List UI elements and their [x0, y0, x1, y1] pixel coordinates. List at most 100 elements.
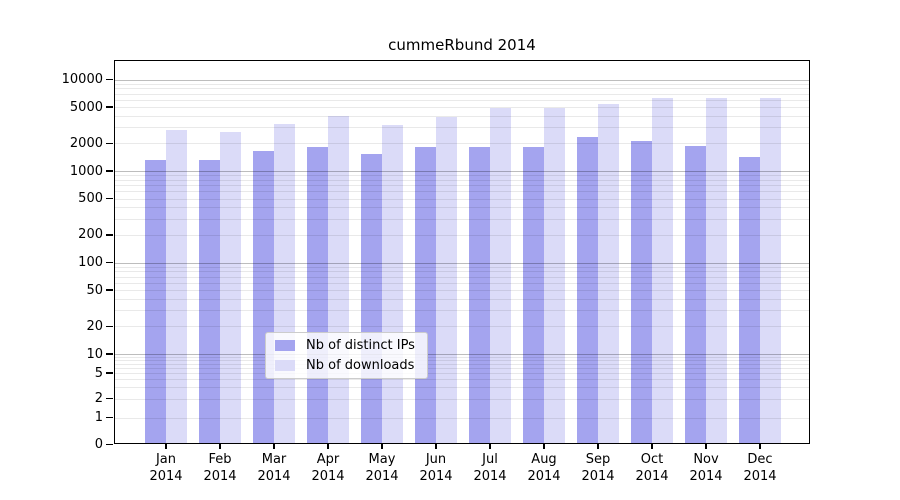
- x-tick-label-line: 2014: [149, 469, 183, 484]
- bar-downloads-apr: [328, 115, 349, 443]
- bar-distinct-ips-dec: [739, 156, 760, 443]
- x-tick-label-line: 2014: [257, 469, 291, 484]
- bar-downloads-jun: [436, 116, 457, 443]
- x-tick-label-line: Mar: [261, 452, 287, 467]
- x-tick-label-line: 2014: [689, 469, 723, 484]
- y-tick-label: 50: [86, 282, 103, 298]
- x-tick-label-line: Jul: [482, 452, 498, 467]
- x-tick-label-line: Nov: [693, 452, 719, 467]
- x-tick-label-line: May: [368, 452, 396, 467]
- bar-distinct-ips-may: [361, 153, 382, 443]
- x-tick-label: Jul 2014: [460, 451, 520, 485]
- x-tick: [543, 443, 545, 449]
- x-tick-label-line: 2014: [203, 469, 237, 484]
- x-tick-label-line: Jan: [155, 452, 177, 467]
- bar-downloads-feb: [220, 131, 241, 443]
- y-tick-label: 500: [78, 191, 103, 207]
- y-tick-label: 1000: [69, 163, 103, 179]
- chart-title: cummeRbund 2014: [388, 36, 536, 54]
- x-tick-label: Aug 2014: [514, 451, 574, 485]
- x-tick-label-line: 2014: [473, 469, 507, 484]
- y-tick: [106, 416, 114, 419]
- x-tick-label-line: 2014: [581, 469, 615, 484]
- bar-distinct-ips-jan: [145, 159, 166, 443]
- x-tick: [381, 443, 383, 449]
- x-tick-label: Nov 2014: [676, 451, 736, 485]
- legend-swatch-downloads: [275, 360, 295, 371]
- x-tick: [435, 443, 437, 449]
- bar-distinct-ips-feb: [199, 159, 220, 443]
- x-tick-label: Oct 2014: [622, 451, 682, 485]
- legend-label-downloads: Nb of downloads: [306, 358, 415, 373]
- x-tick-label-line: Jun: [425, 452, 447, 467]
- bar-distinct-ips-jun: [415, 147, 436, 443]
- x-tick: [597, 443, 599, 449]
- y-tick: [106, 170, 114, 172]
- bar-distinct-ips-aug: [523, 147, 544, 443]
- legend-swatch-distinct-ips: [275, 340, 295, 351]
- bar-downloads-aug: [544, 108, 565, 443]
- y-tick: [106, 325, 114, 328]
- bar-downloads-dec: [760, 97, 781, 443]
- y-tick-label: 5: [94, 365, 103, 381]
- legend-label-distinct-ips: Nb of distinct IPs: [306, 338, 415, 353]
- x-tick-label-line: 2014: [635, 469, 669, 484]
- bar-downloads-may: [382, 124, 403, 443]
- y-tick-label: 1: [94, 410, 103, 426]
- x-tick: [273, 443, 275, 449]
- y-tick: [106, 372, 114, 374]
- bar-distinct-ips-oct: [631, 140, 652, 443]
- y-tick: [106, 289, 114, 291]
- x-tick-label: Jun 2014: [406, 451, 466, 485]
- gridline-minor: [115, 83, 809, 85]
- x-tick: [705, 443, 707, 449]
- x-tick-label: Apr 2014: [298, 451, 358, 485]
- y-tick-label: 5000: [69, 99, 103, 115]
- y-tick: [106, 234, 114, 236]
- y-tick-label: 0: [94, 437, 103, 452]
- x-tick-label: Sep 2014: [568, 451, 628, 485]
- x-tick-label-line: Aug: [531, 452, 557, 467]
- x-tick-label-line: Oct: [640, 452, 664, 467]
- y-tick: [106, 261, 114, 264]
- x-tick-label-line: Apr: [316, 452, 340, 467]
- y-tick-label: 20: [86, 318, 103, 334]
- bar-distinct-ips-apr: [307, 147, 328, 443]
- bar-downloads-jan: [166, 129, 187, 443]
- bar-distinct-ips-sep: [577, 137, 598, 443]
- y-tick: [106, 197, 114, 200]
- y-tick-label: 2: [94, 391, 103, 407]
- y-tick: [106, 106, 114, 108]
- x-tick-label-line: Sep: [585, 452, 611, 467]
- gridline-minor: [115, 127, 809, 129]
- y-tick-label: 100: [78, 255, 103, 270]
- x-tick: [489, 443, 491, 449]
- y-tick-label: 10000: [61, 72, 103, 87]
- gridline-minor: [115, 93, 809, 95]
- y-tick: [106, 353, 114, 355]
- bar-downloads-oct: [652, 98, 673, 443]
- x-tick-label-line: 2014: [365, 469, 399, 484]
- gridline-minor: [115, 99, 809, 101]
- bar-distinct-ips-nov: [685, 145, 706, 443]
- x-tick-label-line: 2014: [311, 469, 345, 484]
- gridline-minor: [115, 115, 809, 117]
- bar-downloads-sep: [598, 104, 619, 443]
- x-tick-label: Mar 2014: [244, 451, 304, 485]
- x-tick: [759, 443, 761, 449]
- x-tick: [165, 443, 167, 449]
- x-tick-label: Feb 2014: [190, 451, 250, 485]
- bar-downloads-jul: [490, 108, 511, 443]
- y-tick: [106, 397, 114, 400]
- gridline-major: [115, 79, 809, 81]
- x-tick: [651, 443, 653, 449]
- legend-item-distinct-ips: Nb of distinct IPs: [275, 338, 415, 353]
- y-tick-label: 200: [78, 227, 103, 243]
- bar-downloads-mar: [274, 124, 295, 443]
- plot-area: Jan 2014 Feb 2014 Mar 2014 Apr 2014 May 2014 Jun 20…: [62, 60, 810, 484]
- bar-distinct-ips-jul: [469, 147, 490, 443]
- x-tick-label-line: 2014: [743, 469, 777, 484]
- x-tick-label: Dec 2014: [730, 451, 790, 485]
- y-tick: [106, 142, 114, 145]
- legend-item-downloads: Nb of downloads: [275, 358, 415, 373]
